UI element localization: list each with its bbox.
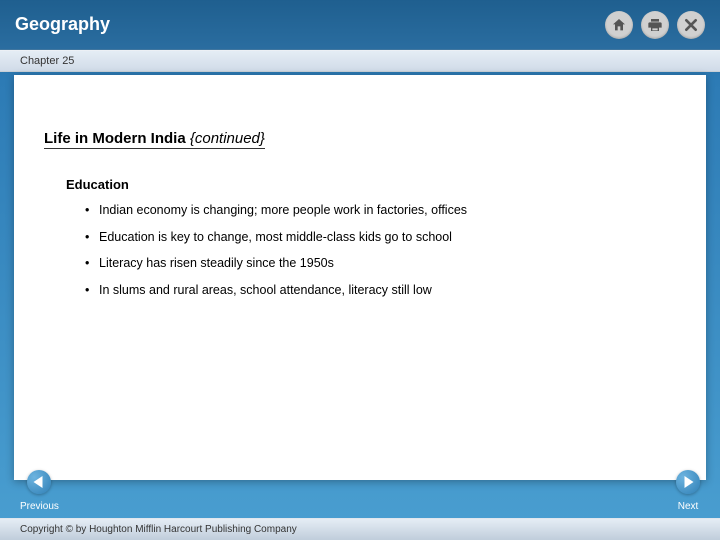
home-icon — [611, 17, 627, 33]
page-title: Geography — [15, 14, 110, 35]
close-icon — [683, 17, 699, 33]
footer-area: Previous Next Copyright © by Houghton Mi… — [0, 480, 720, 540]
list-item: Education is key to change, most middle-… — [99, 229, 676, 247]
next-button[interactable]: Next — [676, 470, 700, 514]
slide-subheading: Education — [66, 177, 676, 192]
header-icon-group — [605, 11, 705, 39]
home-button[interactable] — [605, 11, 633, 39]
close-button[interactable] — [677, 11, 705, 39]
chapter-label: Chapter 25 — [0, 50, 720, 72]
previous-button[interactable]: Previous — [20, 470, 59, 514]
list-item: In slums and rural areas, school attenda… — [99, 282, 676, 300]
bullet-list: Indian economy is changing; more people … — [99, 202, 676, 299]
chevron-left-icon — [27, 470, 51, 494]
print-icon — [647, 17, 663, 33]
copyright-text: Copyright © by Houghton Mifflin Harcourt… — [0, 518, 720, 540]
chevron-right-icon — [676, 470, 700, 494]
list-item: Indian economy is changing; more people … — [99, 202, 676, 220]
list-item: Literacy has risen steadily since the 19… — [99, 255, 676, 273]
header-bar: Geography — [0, 0, 720, 50]
next-label: Next — [678, 501, 699, 512]
slide-title-main: Life in Modern India — [44, 130, 186, 147]
print-button[interactable] — [641, 11, 669, 39]
slide-title-suffix: {continued} — [186, 130, 265, 147]
slide-content: Life in Modern India {continued} Educati… — [14, 75, 706, 480]
slide-title: Life in Modern India {continued} — [44, 130, 265, 149]
previous-label: Previous — [20, 501, 59, 512]
